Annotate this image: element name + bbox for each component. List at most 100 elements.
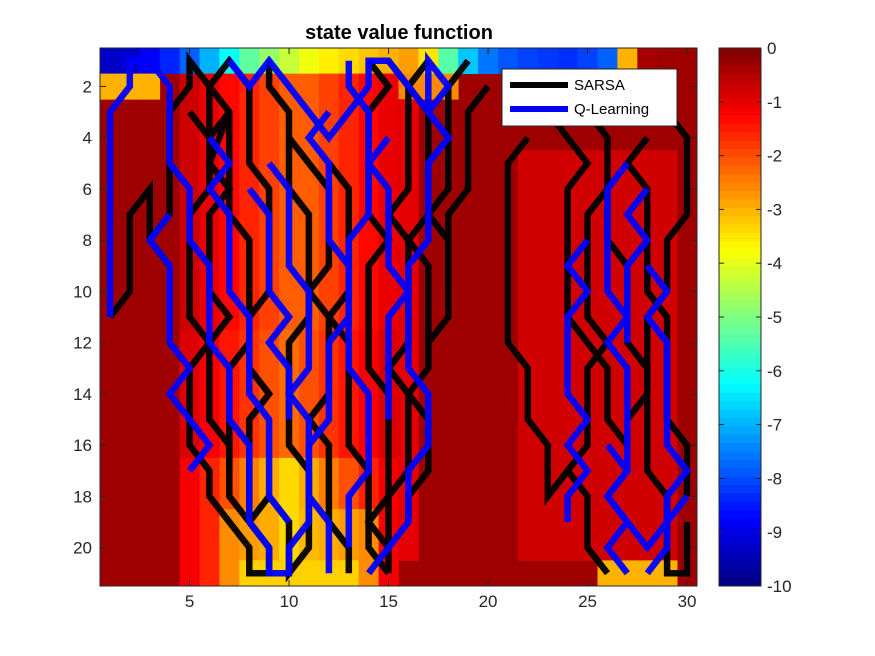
- colorbar-segment: [719, 434, 761, 444]
- colorbar-segment: [719, 115, 761, 125]
- q-learning-path: [246, 186, 294, 420]
- heatmap-cell: [279, 48, 300, 75]
- q-learning-path: [603, 443, 690, 553]
- colorbar-segment: [719, 384, 761, 394]
- heatmap-cell: [478, 48, 499, 75]
- heatmap-cell: [537, 509, 559, 536]
- legend-label-sarsa: SARSA: [574, 77, 625, 94]
- heatmap-cell: [338, 150, 360, 177]
- q-learning-path: [205, 135, 292, 524]
- heatmap-cell: [438, 48, 459, 75]
- heatmap-cell: [299, 73, 320, 100]
- colorbar-segment: [719, 90, 761, 99]
- y-tick-label: 18: [73, 487, 92, 506]
- heatmap-cell: [398, 201, 419, 228]
- heatmap-cell: [139, 73, 161, 100]
- heatmap-cell: [100, 48, 121, 75]
- heatmap-cell: [537, 252, 559, 279]
- colorbar-segment: [719, 274, 761, 284]
- y-tick-label: 2: [83, 77, 92, 96]
- heatmap-cell: [279, 278, 300, 305]
- colorbar-segment: [719, 308, 761, 318]
- heatmap-cell: [597, 48, 618, 75]
- colorbar-segment: [719, 552, 761, 562]
- colorbar-segment: [719, 426, 761, 436]
- colorbar-segment: [719, 98, 761, 108]
- heatmap-cell: [398, 48, 419, 75]
- heatmap-cell: [219, 560, 240, 586]
- heatmap-cell: [378, 99, 399, 126]
- heatmap-cell: [279, 483, 300, 510]
- heatmap-cell: [318, 73, 340, 100]
- sarsa-path: [187, 110, 234, 471]
- heatmap-cell: [219, 73, 240, 100]
- legend-label-q-learning: Q-Learning: [574, 101, 649, 118]
- q-learning-path: [643, 263, 692, 576]
- heatmap-cell: [557, 406, 578, 433]
- heatmap-cell: [517, 304, 539, 331]
- heatmap-cell: [318, 278, 340, 305]
- colorbar-segment: [719, 182, 761, 192]
- colorbar-segment: [719, 123, 761, 133]
- q-learning-path: [266, 161, 333, 574]
- heatmap-cell: [517, 176, 539, 203]
- heatmap-cell: [537, 176, 559, 203]
- heatmap-cell: [557, 48, 578, 75]
- colorbar-segment: [719, 401, 761, 410]
- colorbar-tick-label: -5: [767, 308, 782, 327]
- sarsa-path: [424, 58, 471, 369]
- heatmap-cell: [537, 355, 559, 382]
- x-tick-label: 20: [479, 592, 498, 611]
- colorbar-segment: [719, 207, 761, 217]
- colorbar-tick-label: -1: [767, 93, 782, 112]
- heatmap-cell: [597, 304, 618, 331]
- y-tick-label: 16: [73, 436, 92, 455]
- heatmap-cell: [259, 509, 280, 536]
- heatmap-cell: [517, 201, 539, 228]
- heatmap-cell: [597, 509, 618, 536]
- colorbar-segment: [719, 300, 761, 309]
- heatmap-cell: [199, 560, 220, 586]
- colorbar-segment: [719, 333, 761, 343]
- plot-area-border: [99, 47, 698, 587]
- colorbar-segment: [719, 417, 761, 427]
- colorbar-segment: [719, 501, 761, 511]
- heatmap-cell: [537, 304, 559, 331]
- colorbar-segment: [719, 266, 761, 276]
- colorbar-segment: [719, 476, 761, 486]
- heatmap-cell: [179, 509, 200, 536]
- heatmap-cell: [537, 227, 559, 254]
- colorbar-segment: [719, 174, 761, 183]
- q-learning-path: [304, 110, 372, 548]
- heatmap-cell: [617, 483, 638, 510]
- heatmap-cell: [657, 176, 678, 203]
- heatmap-cell: [617, 176, 638, 203]
- heatmap-cell: [517, 278, 539, 305]
- colorbar-segment: [719, 459, 761, 469]
- x-tick-label: 10: [280, 592, 299, 611]
- heatmap-cell: [318, 48, 340, 75]
- q-learning-path: [145, 212, 214, 473]
- heatmap-cell: [517, 150, 539, 177]
- trajectory-layer: [106, 51, 692, 583]
- heatmap-cell: [537, 150, 559, 177]
- heatmap-cell: [259, 355, 280, 382]
- heatmap-cell: [299, 48, 320, 75]
- colorbar-segment: [719, 249, 761, 259]
- y-tick-label: 14: [73, 385, 92, 404]
- colorbar-segment: [719, 569, 761, 578]
- heatmap-cell: [299, 560, 320, 586]
- colorbar-segment: [719, 359, 761, 368]
- heatmap-cell: [657, 201, 678, 228]
- colorbar-segment: [719, 493, 761, 503]
- colorbar-segment: [719, 325, 761, 335]
- colorbar-segment: [719, 392, 761, 402]
- x-tick-label: 30: [678, 592, 697, 611]
- heatmap-cell: [517, 48, 539, 75]
- colorbar-segment: [719, 140, 761, 150]
- heatmap-cell: [537, 381, 559, 408]
- heatmap-cell: [259, 124, 280, 151]
- colorbar-segment: [719, 73, 761, 83]
- heatmap-cell: [259, 99, 280, 126]
